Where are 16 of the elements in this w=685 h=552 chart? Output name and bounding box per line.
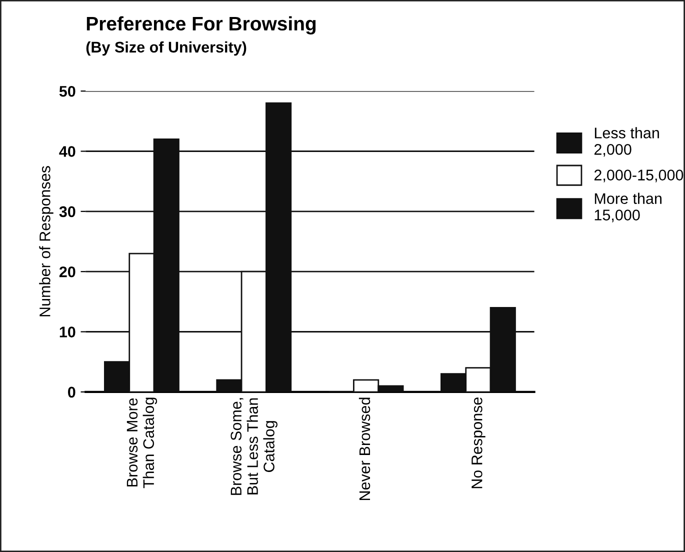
y-tick-label: 10 <box>60 326 76 338</box>
legend-label: 2,000-15,000 <box>594 170 684 182</box>
x-tick-label: Browse More Than Catalog <box>126 398 158 488</box>
y-tick-label: 20 <box>59 266 76 278</box>
chart-subtitle: (By Size of University) <box>86 41 246 56</box>
x-tick-label: Browse Some, But Less Than Catalog <box>230 398 278 495</box>
x-tick-label: No Response <box>472 397 486 488</box>
y-axis-title: Number of Responses <box>39 166 54 316</box>
legend-label: More than 15,000 <box>594 192 662 222</box>
y-tick-label: 30 <box>59 206 76 218</box>
y-tick-label: 40 <box>59 146 76 157</box>
y-tick-label: 50 <box>59 86 76 97</box>
legend-label: Less than 2,000 <box>594 127 659 157</box>
y-tick-label: 0 <box>68 386 76 398</box>
chart-title: Preference For Browsing <box>86 16 316 34</box>
x-tick-label: Never Browsed <box>358 398 370 500</box>
